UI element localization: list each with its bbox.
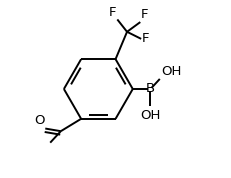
Text: OH: OH <box>140 109 160 122</box>
Text: O: O <box>34 114 44 127</box>
Text: F: F <box>141 32 149 45</box>
Text: B: B <box>145 82 154 96</box>
Text: OH: OH <box>161 64 181 78</box>
Text: F: F <box>108 6 116 19</box>
Text: F: F <box>140 8 148 21</box>
